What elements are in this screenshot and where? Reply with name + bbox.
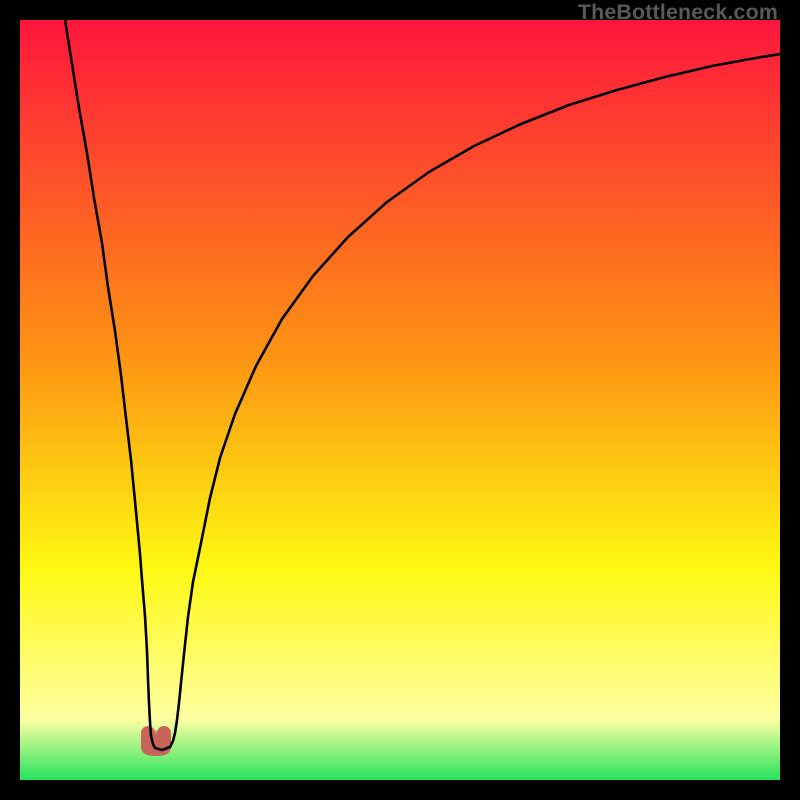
bottleneck-curve	[65, 20, 780, 750]
chart-frame: TheBottleneck.com	[0, 0, 800, 800]
dip-marker	[141, 726, 171, 756]
watermark-text: TheBottleneck.com	[578, 0, 778, 25]
plot-area	[20, 20, 780, 780]
plot-svg	[20, 20, 780, 780]
